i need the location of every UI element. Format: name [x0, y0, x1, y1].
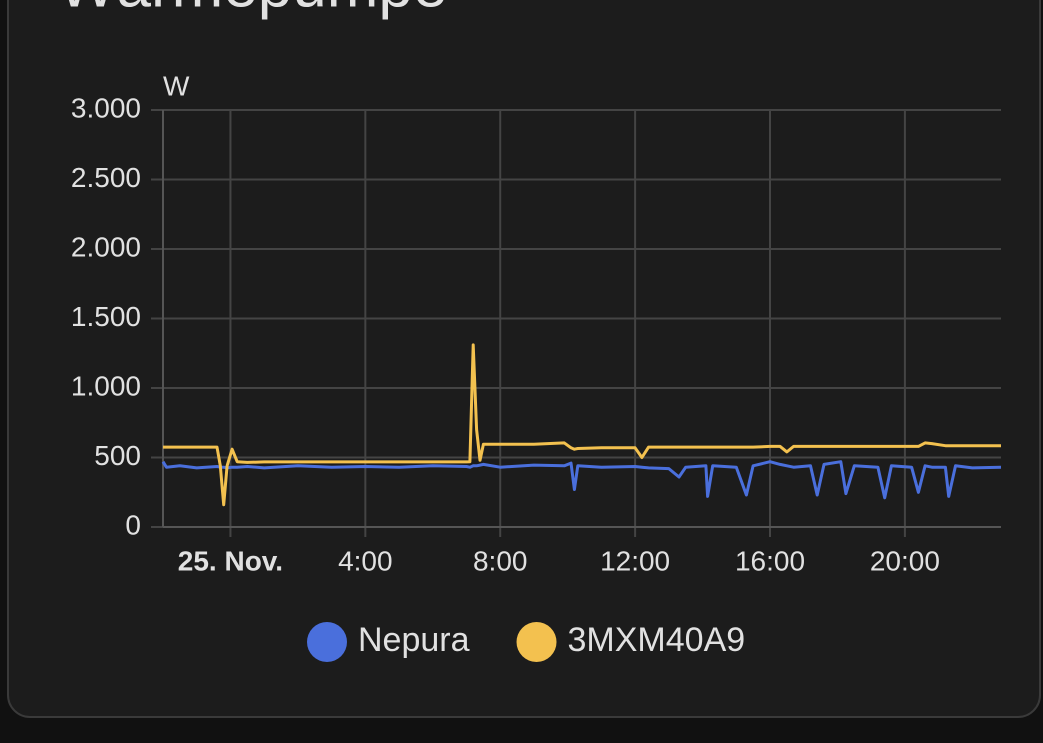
- chart-title: Wärmepumpe: [58, 0, 447, 20]
- legend-label: 3MXM40A9: [568, 621, 746, 659]
- x-tick-label: 12:00: [600, 545, 670, 576]
- y-tick-label: 500: [94, 440, 141, 471]
- y-tick-label: 2.000: [71, 231, 141, 262]
- x-tick-label: 8:00: [473, 545, 528, 576]
- x-tick-label: 4:00: [338, 545, 393, 576]
- x-tick-label: 25. Nov.: [178, 545, 283, 576]
- y-tick-label: 0: [125, 509, 141, 540]
- x-tick-label: 20:00: [870, 545, 940, 576]
- series-line: [161, 460, 1002, 500]
- series-line: [163, 343, 1001, 507]
- y-tick-label: 3.000: [71, 92, 141, 123]
- legend-label: Nepura: [358, 621, 470, 659]
- y-tick-label: 1.500: [71, 301, 141, 332]
- legend-swatch: [516, 622, 557, 662]
- legend-swatch: [307, 622, 347, 662]
- x-tick-label: 16:00: [735, 545, 805, 576]
- y-tick-label: 2.500: [71, 162, 141, 193]
- y-axis-label: W: [163, 70, 190, 101]
- y-tick-label: 1.000: [71, 370, 141, 401]
